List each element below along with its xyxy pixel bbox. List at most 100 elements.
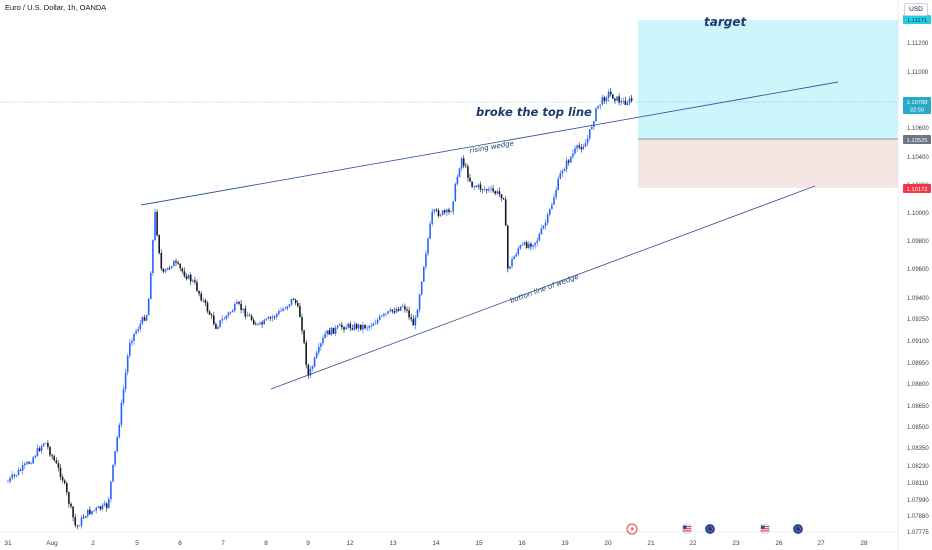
candle-up (336, 325, 339, 328)
candle-up (280, 310, 282, 312)
candle-up (399, 306, 402, 311)
bottom-line-label[interactable]: button line of wedge (509, 273, 580, 305)
candle-up (460, 158, 463, 169)
symbol-title[interactable]: Euro / U.S. Dollar, 1h, OANDA (5, 3, 107, 12)
candle-up (120, 402, 123, 425)
candle-up (9, 477, 11, 482)
candle-down (294, 299, 297, 304)
price-tick-label: 1.08110 (907, 481, 929, 487)
candle-down (397, 308, 400, 311)
broke-top-line-label[interactable]: broke the top line (476, 105, 592, 119)
candle-down (448, 209, 450, 212)
price-axis[interactable]: 1.112001.110001.108001.106001.104001.102… (897, 0, 932, 550)
candle-down (299, 306, 301, 318)
candle-down (99, 506, 102, 510)
candle-down (494, 191, 496, 194)
candle-down (437, 210, 440, 216)
candle-up (36, 448, 39, 457)
candle-up (565, 160, 568, 170)
candle-up (135, 331, 137, 334)
time-tick-label: 27 (817, 540, 825, 547)
us-flag-icon[interactable] (681, 523, 693, 535)
currency-badge[interactable]: USD (904, 3, 928, 16)
candle-up (318, 346, 320, 353)
candle-up (84, 516, 87, 518)
candle-up (34, 456, 37, 458)
candle-up (309, 368, 312, 376)
price-tick-label: 1.08650 (907, 404, 929, 410)
candle-up (385, 313, 387, 315)
candle-down (89, 509, 91, 515)
stop-zone[interactable] (638, 139, 898, 188)
candle-down (158, 235, 160, 254)
candle-down (185, 276, 188, 279)
time-tick-label: 5 (135, 540, 139, 547)
candle-up (372, 324, 375, 326)
candle-down (76, 525, 79, 526)
candle-up (108, 499, 110, 508)
candle-up (234, 304, 236, 311)
time-tick-label: 9 (306, 540, 310, 547)
candle-down (55, 460, 58, 464)
candle-up (339, 324, 341, 326)
candle-up (557, 178, 559, 191)
price-tick-label: 1.07775 (907, 530, 929, 536)
candle-up (427, 238, 429, 254)
eu-flag-icon[interactable] (792, 523, 804, 535)
lightning-event-icon[interactable] (626, 523, 638, 535)
candle-up (620, 100, 622, 103)
candle-up (483, 189, 486, 190)
candle-up (80, 517, 83, 526)
candle-up (450, 211, 452, 213)
candle-up (276, 313, 278, 317)
candle-down (59, 467, 62, 477)
candle-up (192, 280, 194, 282)
candle-down (504, 199, 507, 226)
price-tick-label: 1.09600 (907, 267, 929, 273)
time-tick-label: 2 (91, 540, 95, 547)
candle-down (168, 267, 171, 269)
candle-down (143, 317, 146, 321)
candle-up (454, 184, 457, 202)
candle-down (391, 309, 394, 312)
candle-down (177, 262, 179, 264)
candle-up (586, 138, 589, 144)
candle-down (51, 455, 53, 457)
rising-wedge-label[interactable]: rising wedge (469, 139, 514, 155)
candle-down (57, 463, 60, 468)
candle-down (603, 97, 606, 102)
candle-up (26, 462, 28, 464)
candle-up (7, 481, 9, 483)
candle-up (145, 315, 148, 321)
candle-up (141, 317, 144, 324)
rising-wedge-lower-line[interactable] (270, 185, 816, 390)
target-zone[interactable] (638, 20, 898, 139)
candle-up (103, 503, 106, 505)
candle-up (559, 173, 562, 179)
candle-up (133, 333, 135, 341)
candle-up (439, 214, 442, 216)
price-tick-label: 1.08350 (907, 446, 929, 452)
candle-up (40, 446, 43, 451)
candle-up (534, 242, 536, 246)
candle-down (82, 517, 85, 519)
time-axis[interactable]: 31 Aug 2 5 6 7 8 9 12 13 14 15 16 19 20 21 22 23 26 27 28 (0, 531, 898, 547)
candle-down (105, 503, 108, 508)
candle-down (609, 91, 612, 95)
candle-down (194, 280, 196, 283)
candle-up (166, 267, 169, 270)
candle-up (87, 509, 89, 517)
candle-down (475, 186, 478, 188)
candle-up (320, 343, 322, 347)
us-flag-icon[interactable] (759, 523, 771, 535)
candle-down (406, 309, 408, 311)
candle-up (42, 443, 45, 447)
candle-down (49, 447, 51, 456)
target-label[interactable]: target (704, 15, 747, 29)
candle-up (290, 298, 293, 305)
candle-down (179, 263, 181, 269)
candle-down (343, 327, 345, 330)
eu-flag-icon[interactable] (704, 523, 716, 535)
rising-wedge-upper-line[interactable] (140, 81, 839, 206)
